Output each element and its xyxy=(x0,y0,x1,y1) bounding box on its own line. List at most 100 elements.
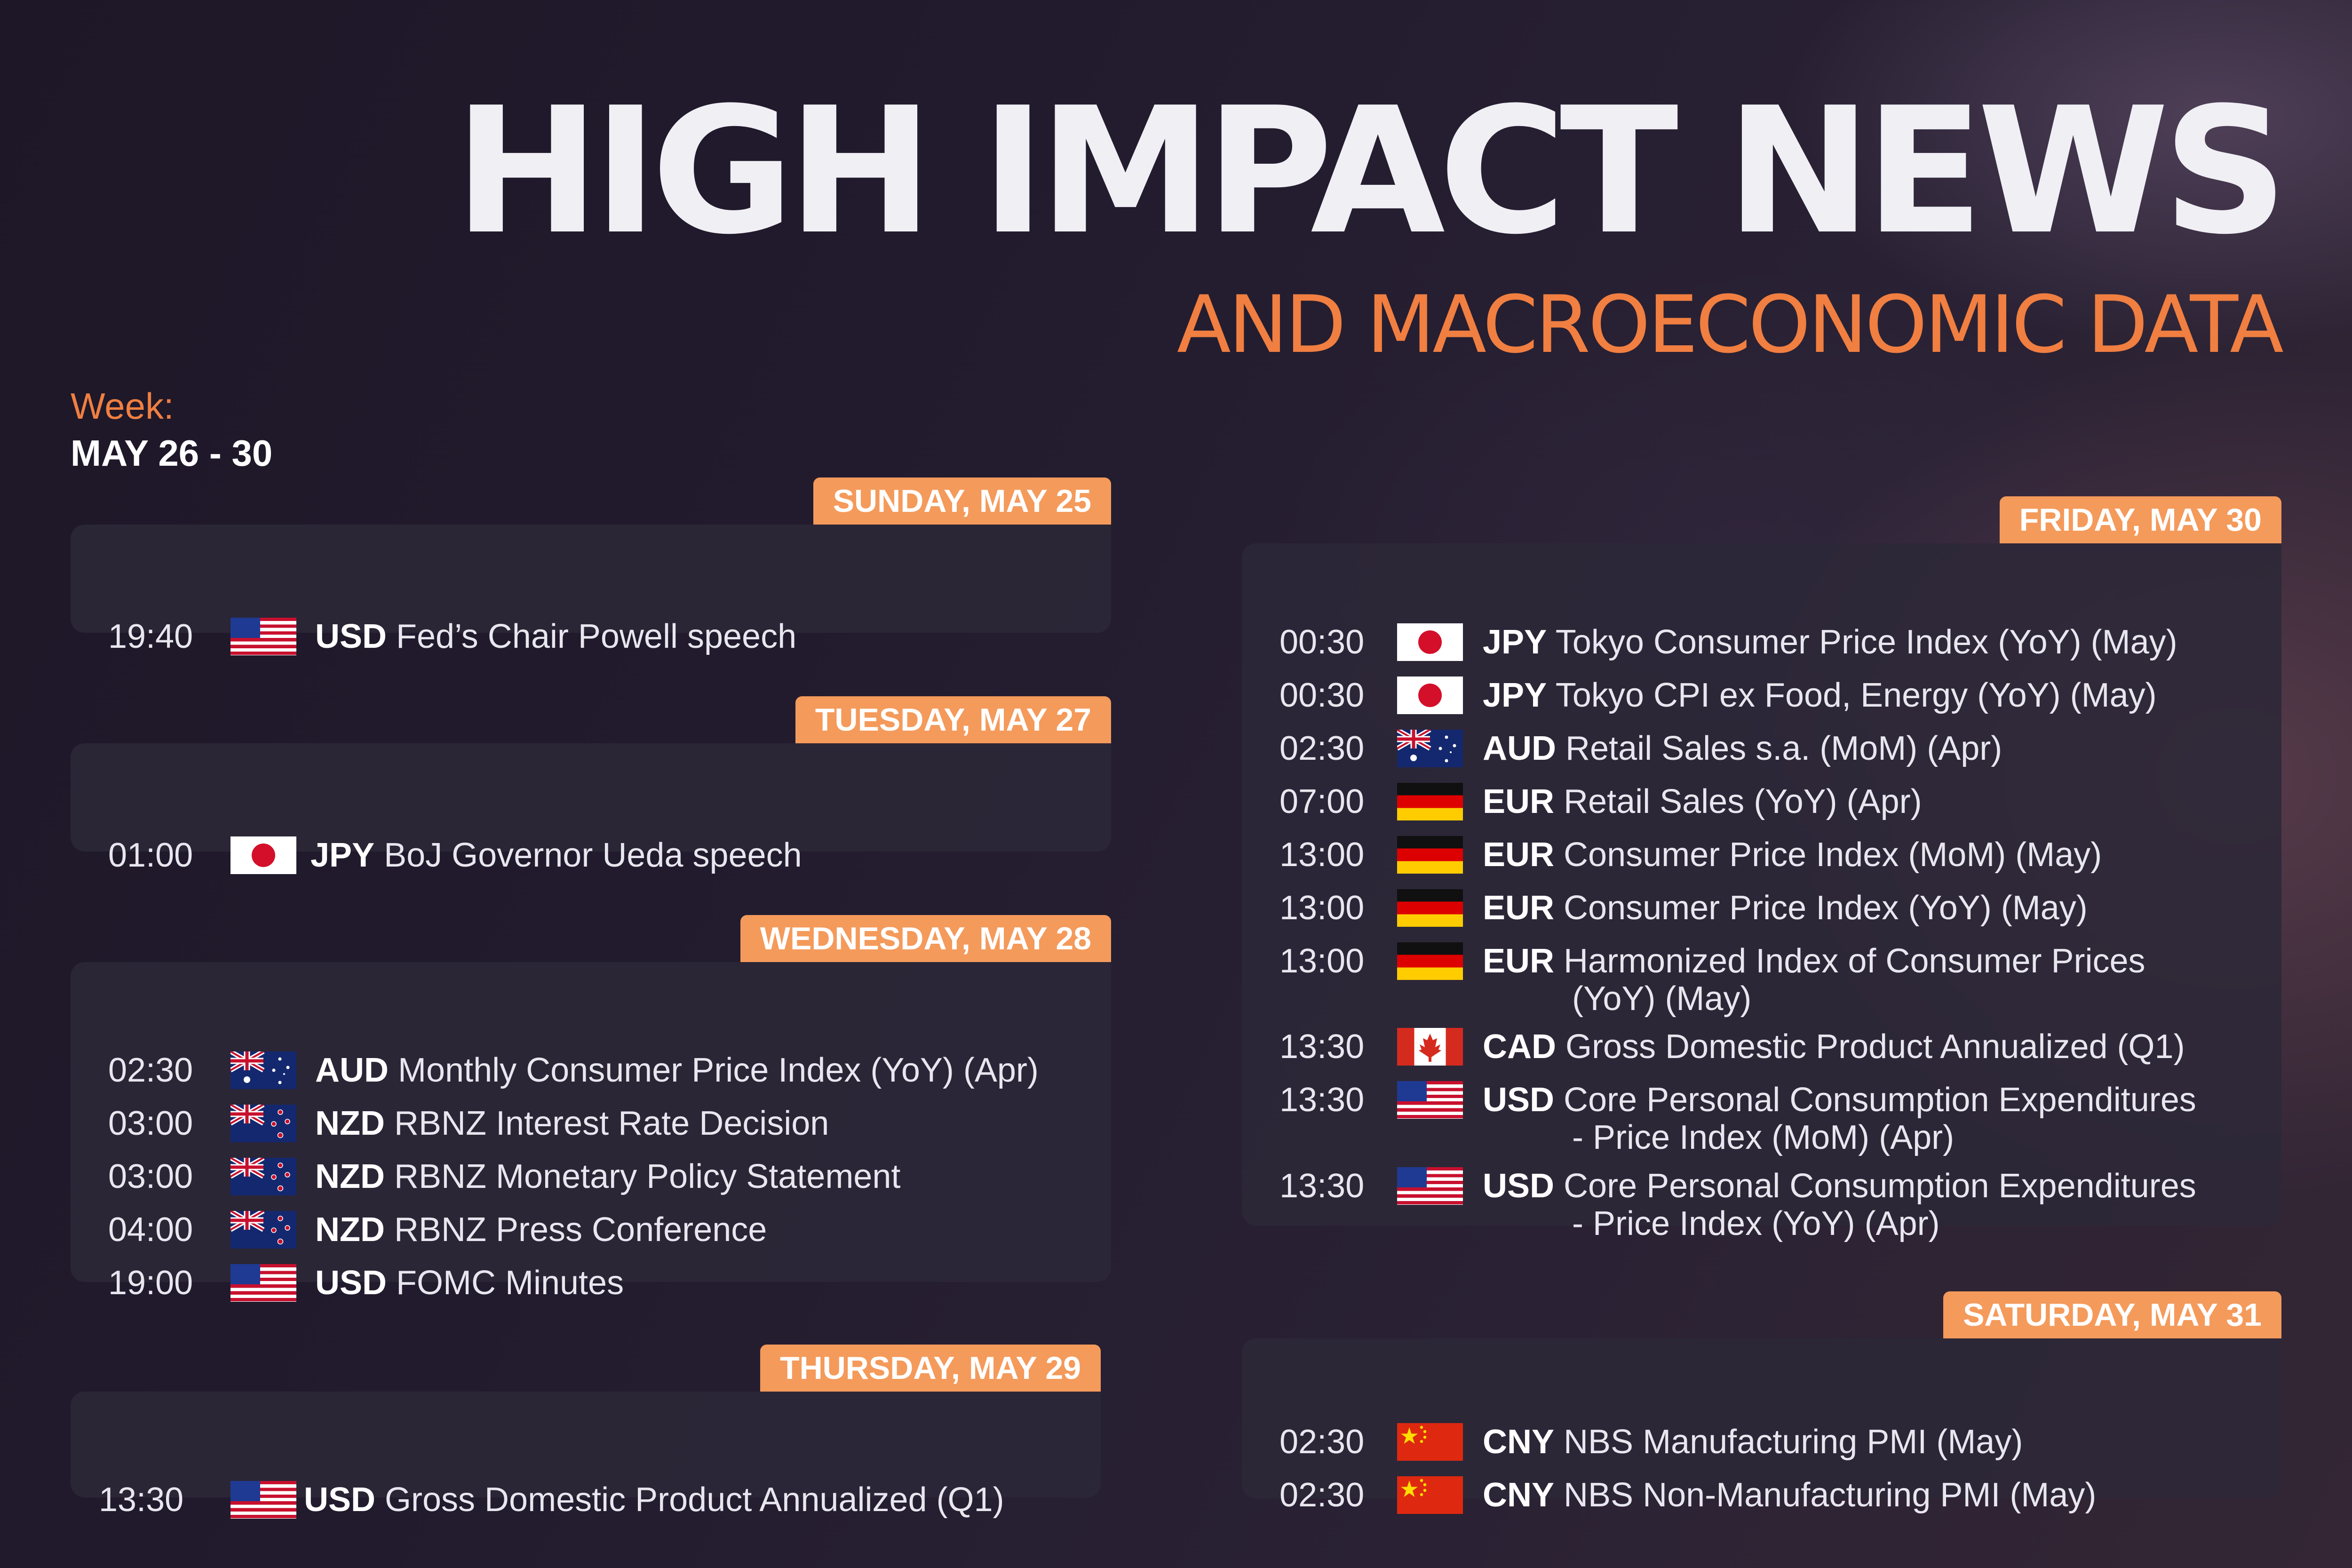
china-flag-icon xyxy=(1397,1476,1463,1514)
new-zealand-flag-icon xyxy=(230,1105,296,1142)
day-block: SUNDAY, MAY 25 19:40 USD Fed’s Chair Powel… xyxy=(71,478,1111,655)
event-description: NZD RBNZ Interest Rate Decision xyxy=(315,1105,829,1142)
event-currency: USD xyxy=(1483,1081,1555,1119)
day-header-badge: THURSDAY, MAY 29 xyxy=(760,1345,1101,1392)
china-flag-icon xyxy=(1397,1423,1463,1461)
event-time: 07:00 xyxy=(1279,783,1365,820)
japan-flag-icon xyxy=(1397,623,1463,661)
day-header-badge: SUNDAY, MAY 25 xyxy=(813,478,1111,525)
event-time: 13:30 xyxy=(1279,1167,1365,1205)
usa-flag-icon xyxy=(1397,1167,1463,1205)
event-currency: USD xyxy=(1483,1167,1555,1205)
event-title: NBS Manufacturing PMI (May) xyxy=(1564,1423,2023,1461)
event-title: RBNZ Press Conference xyxy=(394,1211,767,1249)
event-title: Monthly Consumer Price Index (YoY) (Apr) xyxy=(398,1051,1039,1089)
event-currency: CAD xyxy=(1483,1028,1556,1066)
event-title: RBNZ Interest Rate Decision xyxy=(394,1105,829,1142)
event-title: NBS Non-Manufacturing PMI (May) xyxy=(1564,1476,2097,1514)
day-header-badge: WEDNESDAY, MAY 28 xyxy=(740,915,1111,962)
japan-flag-icon xyxy=(1397,677,1463,714)
event-title-continued: - Price Index (MoM) (Apr) xyxy=(1572,1119,1955,1156)
germany-flag-icon xyxy=(1397,889,1463,927)
event-currency: NZD xyxy=(315,1105,385,1142)
event-description: EUR Consumer Price Index (MoM) (May) xyxy=(1483,836,2102,874)
event-description: USD Core Personal Consumption Expenditur… xyxy=(1483,1081,2196,1156)
day-block: THURSDAY, MAY 29 13:30 USD Gross Domestic … xyxy=(71,1345,1101,1519)
event-currency: CNY xyxy=(1483,1423,1555,1461)
australia-flag-icon xyxy=(1397,730,1463,767)
event-currency: NZD xyxy=(315,1158,385,1195)
event-currency: USD xyxy=(315,618,387,655)
event-currency: AUD xyxy=(1483,730,1556,767)
day-header-badge: FRIDAY, MAY 30 xyxy=(1999,496,2281,543)
event-title: BoJ Governor Ueda speech xyxy=(384,836,802,874)
event-title-continued: - Price Index (YoY) (Apr) xyxy=(1572,1205,1940,1242)
event-description: JPY BoJ Governor Ueda speech xyxy=(310,836,802,874)
event-title: Fed’s Chair Powell speech xyxy=(396,618,797,655)
event-currency: AUD xyxy=(315,1051,389,1089)
event-title: Consumer Price Index (MoM) (May) xyxy=(1564,836,2102,874)
event-title: FOMC Minutes xyxy=(396,1264,624,1302)
event-title: Core Personal Consumption Expenditures xyxy=(1564,1081,2196,1119)
germany-flag-icon xyxy=(1397,942,1463,980)
event-description: USD Gross Domestic Product Annualized (Q… xyxy=(304,1481,1004,1519)
event-currency: EUR xyxy=(1483,783,1555,820)
event-title: Tokyo Consumer Price Index (YoY) (May) xyxy=(1555,623,2177,661)
event-time: 13:00 xyxy=(1279,942,1365,980)
event-title: Harmonized Index of Consumer Prices xyxy=(1564,942,2145,980)
event-description: EUR Consumer Price Index (YoY) (May) xyxy=(1483,889,2088,927)
germany-flag-icon xyxy=(1397,836,1463,874)
event-time: 01:00 xyxy=(108,836,193,874)
event-currency: EUR xyxy=(1483,889,1555,927)
event-time: 13:30 xyxy=(1279,1028,1365,1066)
event-time: 03:00 xyxy=(108,1105,193,1142)
event-description: JPY Tokyo CPI ex Food, Energy (YoY) (May… xyxy=(1483,677,2157,714)
event-time: 13:30 xyxy=(1279,1081,1365,1119)
event-title: Retail Sales s.a. (MoM) (Apr) xyxy=(1565,730,2002,767)
event-description: EUR Harmonized Index of Consumer Prices(… xyxy=(1483,942,2145,1018)
day-panel xyxy=(71,743,1111,852)
event-title: Gross Domestic Product Annualized (Q1) xyxy=(1565,1028,2185,1066)
event-currency: NZD xyxy=(315,1211,385,1249)
day-block: SATURDAY, MAY 31 02:30 CNY NBS Manufacturi… xyxy=(1242,1291,2281,1514)
event-title: Core Personal Consumption Expenditures xyxy=(1564,1167,2196,1205)
usa-flag-icon xyxy=(230,1264,296,1302)
event-description: AUD Retail Sales s.a. (MoM) (Apr) xyxy=(1483,730,2002,767)
event-description: USD Fed’s Chair Powell speech xyxy=(315,618,796,655)
event-currency: JPY xyxy=(1483,677,1547,714)
event-time: 13:00 xyxy=(1279,889,1365,927)
event-description: NZD RBNZ Press Conference xyxy=(315,1211,767,1249)
event-description: AUD Monthly Consumer Price Index (YoY) (… xyxy=(315,1051,1039,1089)
australia-flag-icon xyxy=(230,1051,296,1089)
week-label: Week: xyxy=(71,385,174,427)
event-time: 13:30 xyxy=(99,1481,184,1519)
event-title: Consumer Price Index (YoY) (May) xyxy=(1564,889,2088,927)
event-time: 00:30 xyxy=(1279,623,1365,661)
event-description: EUR Retail Sales (YoY) (Apr) xyxy=(1483,783,1922,820)
event-time: 02:30 xyxy=(108,1051,193,1089)
event-currency: EUR xyxy=(1483,942,1555,980)
event-currency: JPY xyxy=(1483,623,1547,661)
usa-flag-icon xyxy=(230,1481,296,1519)
germany-flag-icon xyxy=(1397,783,1463,820)
event-description: USD Core Personal Consumption Expenditur… xyxy=(1483,1167,2196,1242)
event-time: 02:30 xyxy=(1279,730,1365,767)
event-title: Tokyo CPI ex Food, Energy (YoY) (May) xyxy=(1555,677,2157,714)
event-time: 13:00 xyxy=(1279,836,1365,874)
new-zealand-flag-icon xyxy=(230,1158,296,1195)
event-currency: CNY xyxy=(1483,1476,1555,1514)
day-block: WEDNESDAY, MAY 28 02:30 AUD Monthly Consum… xyxy=(71,915,1111,1302)
day-panel xyxy=(1242,1338,2281,1498)
event-time: 02:30 xyxy=(1279,1476,1365,1514)
event-description: CAD Gross Domestic Product Annualized (Q… xyxy=(1483,1028,2185,1066)
day-header-badge: TUESDAY, MAY 27 xyxy=(795,696,1111,743)
event-time: 19:00 xyxy=(108,1264,193,1302)
event-time: 03:00 xyxy=(108,1158,193,1195)
event-time: 04:00 xyxy=(108,1211,193,1249)
event-description: CNY NBS Non-Manufacturing PMI (May) xyxy=(1483,1476,2096,1514)
event-title: Retail Sales (YoY) (Apr) xyxy=(1564,783,1922,820)
event-currency: JPY xyxy=(310,836,375,874)
event-time: 02:30 xyxy=(1279,1423,1365,1461)
usa-flag-icon xyxy=(230,618,296,655)
japan-flag-icon xyxy=(230,836,296,874)
